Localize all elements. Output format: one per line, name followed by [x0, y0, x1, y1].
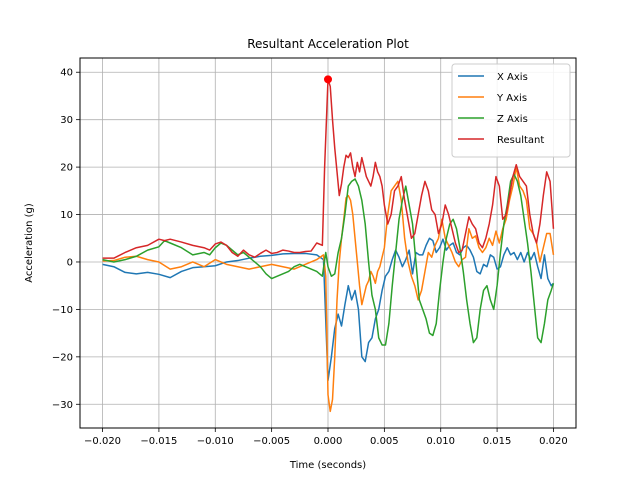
- y-tick-label: 30: [60, 115, 73, 126]
- series-line-resultant: [102, 78, 555, 259]
- legend-entry: X Axis: [497, 72, 528, 83]
- y-tick-label: 40: [60, 68, 73, 79]
- legend: X Axis Y Axis Z Axis Resultant: [451, 63, 571, 158]
- y-axis: −30 −20 −10 0 10 20 30 40: [52, 68, 80, 411]
- legend-entry: Resultant: [497, 135, 544, 146]
- x-tick-label: 0.020: [539, 436, 568, 447]
- y-tick-label: −20: [52, 352, 73, 363]
- x-tick-label: −0.005: [253, 436, 290, 447]
- x-tick-label: 0.010: [426, 436, 455, 447]
- x-axis: −0.020 −0.015 −0.010 −0.005 0.000 0.005 0.010 0…: [84, 428, 568, 447]
- y-tick-label: −30: [52, 400, 73, 411]
- y-tick-label: 10: [60, 210, 73, 221]
- y-tick-label: 0: [67, 257, 73, 268]
- legend-entry: Z Axis: [497, 114, 528, 125]
- x-tick-label: 0.015: [483, 436, 512, 447]
- x-tick-label: −0.020: [84, 436, 121, 447]
- legend-box: [451, 63, 571, 158]
- y-tick-label: −10: [52, 305, 73, 316]
- legend-entry: Y Axis: [496, 93, 527, 104]
- x-tick-label: −0.015: [140, 436, 177, 447]
- series-line-x-axis: [102, 237, 554, 382]
- x-tick-label: 0.005: [370, 436, 399, 447]
- x-tick-label: 0.000: [314, 436, 343, 447]
- plot-area: [102, 75, 555, 413]
- y-tick-label: 20: [60, 163, 73, 174]
- peak-marker: [324, 75, 332, 84]
- x-tick-label: −0.010: [197, 436, 234, 447]
- series-line-y-axis: [102, 166, 555, 413]
- chart-title: Resultant Acceleration Plot: [247, 37, 409, 51]
- x-axis-label: Time (seconds): [289, 460, 366, 471]
- y-axis-label: Acceleration (g): [24, 203, 35, 283]
